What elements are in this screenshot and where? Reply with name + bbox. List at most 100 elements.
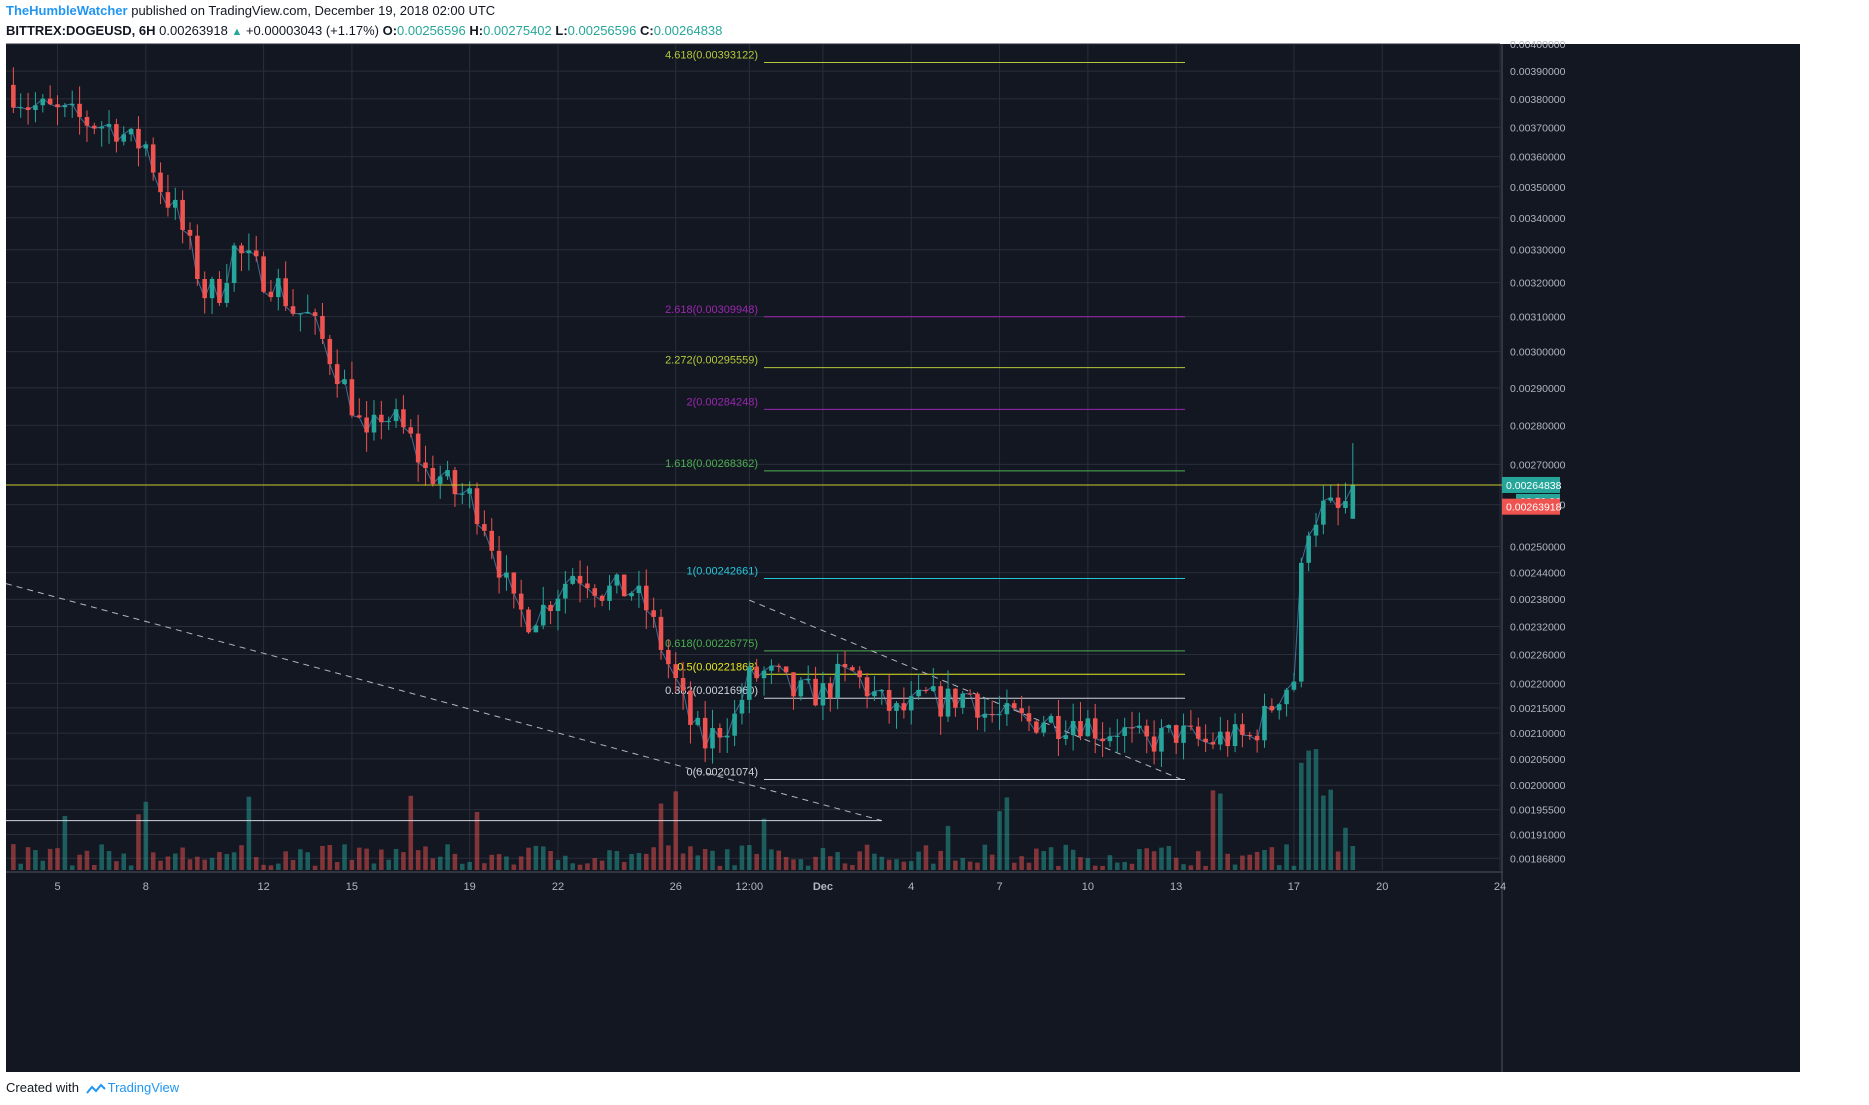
candle-body [136, 128, 141, 149]
candle-body [401, 409, 406, 428]
candle-body [253, 250, 259, 257]
price-tick-label: 0.00300000 [1510, 347, 1566, 359]
candle-body [239, 245, 244, 254]
volume-bar [658, 803, 664, 870]
symbol-label[interactable]: BITTREX:DOGEUSD, 6H [6, 23, 156, 38]
current-price-text: 0.00264838 [1506, 480, 1562, 492]
candle-body [1063, 735, 1069, 740]
volume-bar [923, 845, 929, 870]
plot-background [6, 44, 1800, 1072]
volume-bar [143, 801, 149, 870]
volume-bar [1173, 857, 1179, 870]
volume-bar [931, 863, 936, 870]
candle-body [776, 665, 782, 667]
volume-bar [379, 849, 384, 870]
volume-bar [437, 856, 443, 870]
candle-body [209, 278, 215, 299]
volume-bar [1034, 848, 1039, 870]
candle-body [128, 128, 134, 135]
volume-bar [239, 845, 244, 870]
candle-body [1056, 715, 1061, 740]
candle-body [997, 714, 1002, 716]
price-tick-label: 0.00210000 [1510, 728, 1566, 740]
price-tick-label: 0.00205000 [1510, 754, 1566, 766]
candle-body [673, 664, 679, 679]
fib-level-label: 4.618(0.00393122) [665, 50, 758, 62]
volume-bar [724, 849, 730, 870]
candle-body [1122, 727, 1127, 736]
fib-level-label: 0.5(0.00221868) [677, 661, 758, 673]
candle-body [886, 690, 892, 711]
price-tick-label: 0.00360000 [1510, 152, 1566, 164]
candle-body [585, 583, 590, 589]
price-labels: 0.0026483803:59:360.00263918 [6, 476, 1562, 515]
volume-bar [18, 863, 24, 870]
candle-body [945, 688, 951, 717]
price-tick-label: 0.00195500 [1510, 805, 1566, 817]
volume-bar [1247, 854, 1253, 870]
price-tick-label: 0.00350000 [1510, 182, 1566, 194]
volume-bar [761, 818, 767, 870]
volume-bar [195, 856, 200, 870]
volume-bar [636, 852, 642, 870]
volume-bar [268, 865, 274, 870]
volume-bar [599, 860, 605, 870]
time-tick-label: 19 [464, 881, 476, 893]
candle-body [621, 574, 627, 597]
author-link[interactable]: TheHumbleWatcher [6, 3, 128, 18]
price-axis[interactable]: 0.00400000 0.00390000 0.00380000 0.00370000… [1501, 39, 1568, 1072]
volume-bar [717, 865, 723, 870]
volume-bar [592, 858, 598, 870]
candle-body [1085, 718, 1091, 737]
volume-bar [1343, 827, 1348, 870]
volume-bar [209, 857, 215, 870]
candle-body [599, 595, 605, 601]
candle-body [217, 278, 222, 303]
volume-bar [754, 853, 759, 870]
candle-body [342, 379, 347, 385]
previous-price-text: 0.00263918 [1506, 502, 1562, 514]
volume-bar [305, 852, 311, 870]
candle-body [290, 306, 296, 314]
candle-body [150, 144, 156, 173]
candle-body [106, 124, 112, 127]
candle-body [1107, 736, 1113, 742]
candle-body [18, 107, 24, 109]
volume-bar [894, 859, 899, 870]
trendline [5, 583, 882, 822]
high-value: 0.00275402 [483, 23, 552, 38]
candle-body [747, 666, 752, 700]
volume-bar [1350, 846, 1356, 870]
volume-bar [673, 791, 679, 870]
candle-body [1225, 731, 1230, 747]
candle-body [1247, 734, 1253, 736]
volume-bar [261, 864, 266, 870]
volume-bar [202, 859, 207, 870]
volume-bar [783, 856, 789, 870]
candle-body [769, 665, 774, 671]
candle-body [143, 144, 149, 149]
candle-body [651, 610, 656, 617]
tradingview-brand[interactable]: TradingView [107, 1080, 180, 1095]
candle-body [40, 98, 46, 106]
volume-bar [938, 850, 943, 870]
volume-bar [563, 855, 568, 870]
time-axis[interactable]: 5 8 12 15 19 22 26 12:00 Dec 4 7 10 13 17 20 24 [6, 871, 1506, 893]
candle-body [371, 414, 377, 433]
volume-bar [1254, 851, 1260, 870]
candle-body [901, 703, 907, 711]
volume-bar [489, 854, 495, 870]
price-tick-label: 0.00232000 [1510, 622, 1566, 634]
candle-body [489, 530, 495, 551]
candle-body [864, 677, 870, 697]
volume-bar [401, 852, 406, 870]
candle-body [379, 414, 384, 423]
price-chart[interactable]: 4.618(0.00393122) 2.618(0.00309948) 2.272(… [0, 0, 1869, 1075]
candle-body [1166, 725, 1172, 729]
volume-bar [1056, 865, 1061, 870]
candle-body [1100, 738, 1105, 742]
volume-bar [1026, 862, 1032, 870]
volume-bar [1092, 865, 1098, 870]
volume-bar [820, 847, 826, 870]
candle-body [1335, 497, 1341, 508]
